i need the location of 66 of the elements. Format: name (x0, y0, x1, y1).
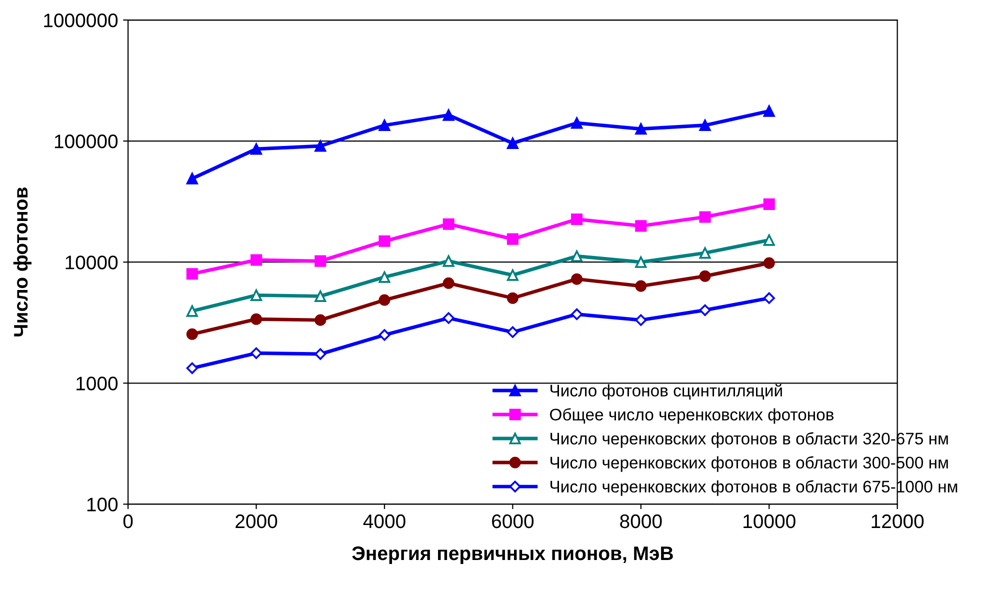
point (250, 254, 262, 266)
point (571, 117, 583, 129)
point (763, 257, 775, 269)
point (186, 305, 198, 317)
point (763, 105, 775, 117)
point (186, 268, 198, 280)
x-tick-label: 12000 (872, 514, 924, 528)
point (186, 362, 198, 374)
point (506, 137, 518, 149)
x-axis-title: Энергия первичных пионов, МэВ (352, 546, 673, 564)
point (314, 348, 326, 360)
point (314, 140, 326, 152)
point (699, 120, 711, 132)
point (635, 256, 647, 268)
point (570, 308, 583, 320)
y-tick-label: 1000 (76, 376, 118, 390)
point (378, 235, 390, 247)
x-tick-label: 8000 (620, 514, 662, 528)
point (571, 273, 583, 285)
y-tick-label: 1000000 (44, 13, 118, 28)
legend-label: Число фотонов сцинтилляций (550, 384, 782, 400)
point (506, 326, 519, 338)
point (314, 255, 326, 267)
point (442, 255, 454, 267)
point (314, 290, 326, 302)
point (763, 234, 775, 246)
point (635, 123, 647, 135)
point (378, 294, 390, 306)
point (186, 172, 198, 184)
point (635, 220, 647, 232)
point (378, 120, 390, 132)
point (442, 277, 454, 289)
point (699, 211, 711, 223)
point (763, 292, 775, 304)
point (250, 143, 262, 155)
point (571, 213, 583, 226)
point (378, 329, 390, 341)
point (186, 328, 198, 340)
point (506, 292, 518, 304)
x-tick-label: 6000 (492, 514, 534, 528)
x-tick-label: 0 (123, 514, 133, 528)
x-tick-label: 2000 (236, 514, 278, 528)
point (250, 313, 262, 325)
point (250, 347, 262, 359)
point (699, 304, 711, 316)
y-tick-label: 10000 (66, 256, 118, 270)
point (378, 271, 390, 283)
point (763, 198, 775, 210)
y-tick-label: 100000 (54, 134, 118, 148)
point (442, 109, 454, 121)
point (635, 314, 647, 326)
point (442, 218, 454, 230)
legend-label: Общее число черенковских фотонов (550, 408, 834, 424)
y-tick-label: 100 (87, 498, 118, 512)
point (699, 270, 711, 282)
point (250, 289, 262, 301)
point (506, 269, 518, 281)
x-tick-label: 10000 (744, 514, 796, 528)
point (506, 233, 518, 245)
point (635, 280, 647, 292)
point (699, 247, 711, 259)
point (571, 250, 583, 262)
point (442, 312, 454, 324)
y-axis-title: Число фотонов (13, 188, 32, 336)
point (314, 314, 326, 326)
x-tick-label: 4000 (363, 514, 406, 528)
